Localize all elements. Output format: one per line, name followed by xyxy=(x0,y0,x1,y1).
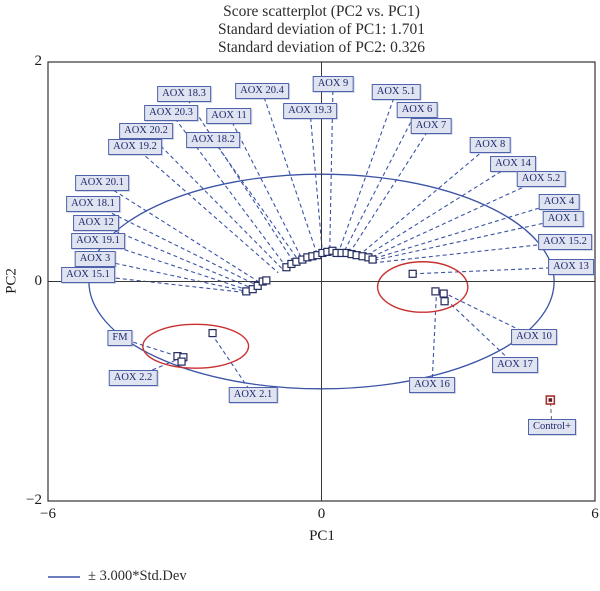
sample-marker-28 xyxy=(208,328,217,338)
y-tick-label-2: 2 xyxy=(34,53,43,69)
point-label-aox-1: AOX 1 xyxy=(542,211,584,227)
point-label-aox-2-1: AOX 2.1 xyxy=(228,387,278,403)
connector-line-aox-18-2 xyxy=(212,139,300,261)
connector-line-aox-20-2 xyxy=(145,130,284,270)
connector-line-aox-15-1 xyxy=(87,274,245,294)
y-tick-label-0: 0 xyxy=(34,272,43,289)
connector-line-aox-8 xyxy=(358,144,491,256)
point-label-aox-15-2: AOX 15.2 xyxy=(538,234,592,250)
x-tick-label-6: 6 xyxy=(591,506,599,522)
x-tick-label--6: −6 xyxy=(40,506,56,522)
connector-line-aox-20-4 xyxy=(261,90,318,256)
x-axis-title: PC1 xyxy=(309,528,335,544)
sample-marker-27 xyxy=(440,297,449,306)
chart-title: Score scatterplot (PC2 vs. PC1) xyxy=(223,3,420,20)
point-label-aox-16: AOX 16 xyxy=(409,377,455,393)
connector-line-aox-17 xyxy=(445,298,516,366)
connector-line-aox-5-1 xyxy=(337,91,397,254)
sample-marker-25 xyxy=(431,287,440,296)
legend-label: ± 3.000*Std.Dev xyxy=(88,568,187,584)
connector-line-aox-19-1 xyxy=(97,240,249,291)
sample-marker-23 xyxy=(368,255,377,264)
connector-line-aox-15-2 xyxy=(373,241,566,264)
chart-subtitle-pc1: Standard deviation of PC1: 1.701 xyxy=(217,21,426,38)
point-label-aox-6: AOX 6 xyxy=(396,102,438,118)
point-label-aox-14: AOX 14 xyxy=(490,156,536,172)
point-label-aox-12: AOX 12 xyxy=(73,215,119,231)
point-label-aox-19-3: AOX 19.3 xyxy=(283,103,337,119)
connector-line-aox-11 xyxy=(228,115,303,260)
point-label-aox-5-2: AOX 5.2 xyxy=(516,171,566,187)
point-label-control: Control+ xyxy=(527,419,577,435)
connector-line-aox-19-2 xyxy=(134,146,279,274)
y-tick-label--2: −2 xyxy=(26,492,42,508)
point-label-aox-10: AOX 10 xyxy=(511,329,557,345)
point-label-aox-7: AOX 7 xyxy=(410,118,452,134)
connector-line-aox-3 xyxy=(94,258,247,292)
sample-marker-5 xyxy=(262,276,271,285)
sample-marker-26 xyxy=(439,289,448,298)
point-label-aox-11: AOX 11 xyxy=(206,108,252,124)
connector-line-aox-1 xyxy=(372,218,564,262)
x-tick-label-0: 0 xyxy=(317,506,326,522)
point-label-aox-17: AOX 17 xyxy=(492,357,538,373)
connector-line-aox-7 xyxy=(348,125,432,255)
chart-subtitle-pc2: Standard deviation of PC2: 0.326 xyxy=(217,39,426,56)
connector-line-aox-4 xyxy=(370,201,560,261)
sample-marker-3 xyxy=(253,281,262,290)
connector-line-aox-16 xyxy=(431,294,437,386)
connector-line-aox-20-1 xyxy=(101,182,261,284)
connector-line-aox-14 xyxy=(363,163,514,258)
point-label-fm: FM xyxy=(107,330,133,346)
point-label-aox-18-3: AOX 18.3 xyxy=(157,86,211,102)
point-label-aox-2-2: AOX 2.2 xyxy=(108,370,158,386)
connector-line-aox-13 xyxy=(412,266,572,275)
point-label-aox-20-1: AOX 20.1 xyxy=(75,175,129,191)
point-label-aox-13: AOX 13 xyxy=(548,259,594,275)
connector-line-aox-18-1 xyxy=(92,203,257,286)
connector-line-aox-2-1 xyxy=(212,334,254,396)
highlight-ellipse-2 xyxy=(376,261,469,313)
chart-title-block: Score scatterplot (PC2 vs. PC1) Standard… xyxy=(48,3,595,57)
connector-line-aox-19-3 xyxy=(309,110,323,254)
point-label-aox-8: AOX 8 xyxy=(469,137,511,153)
point-label-aox-18-1: AOX 18.1 xyxy=(66,196,120,212)
point-label-aox-3: AOX 3 xyxy=(74,251,116,267)
point-label-aox-19-1: AOX 19.1 xyxy=(71,233,125,249)
point-label-aox-19-2: AOX 19.2 xyxy=(108,139,162,155)
y-axis-title: PC2 xyxy=(3,268,20,294)
point-label-aox-4: AOX 4 xyxy=(538,194,580,210)
connector-line-aox-6 xyxy=(342,109,418,254)
point-label-aox-20-2: AOX 20.2 xyxy=(119,123,173,139)
connector-line-aox-18-3 xyxy=(183,93,295,264)
point-label-aox-18-2: AOX 18.2 xyxy=(186,132,240,148)
control-marker-core xyxy=(548,398,553,402)
sample-marker-24 xyxy=(408,269,417,278)
point-label-aox-20-4: AOX 20.4 xyxy=(235,83,289,99)
highlight-ellipse-1 xyxy=(142,323,250,369)
point-label-aox-20-3: AOX 20.3 xyxy=(144,105,198,121)
point-label-aox-15-1: AOX 15.1 xyxy=(61,267,115,283)
sample-marker-31 xyxy=(177,357,186,366)
point-label-aox-5-1: AOX 5.1 xyxy=(371,84,421,100)
point-label-aox-9: AOX 9 xyxy=(312,76,354,92)
connector-line-aox-5-2 xyxy=(368,178,542,259)
